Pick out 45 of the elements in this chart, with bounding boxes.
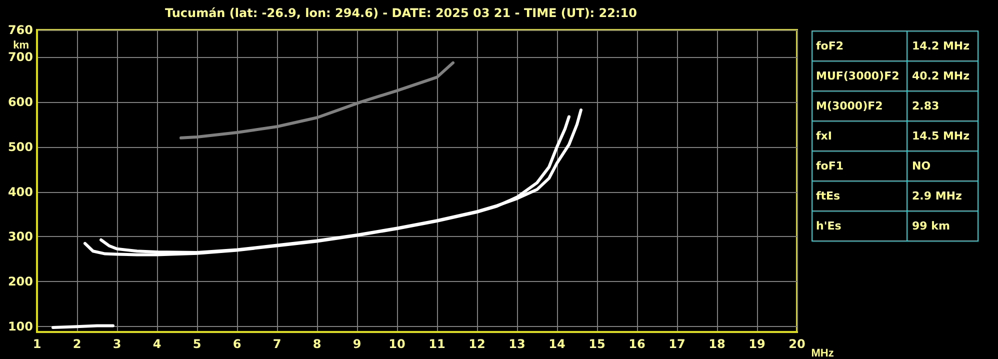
y-tick-label: 600 (8, 94, 33, 109)
y-tick-label: 500 (8, 140, 33, 154)
y-tick-label: 700 (8, 50, 33, 64)
x-tick-label: 11 (428, 337, 446, 351)
x-tick-label: 12 (468, 337, 486, 351)
x-tick-label: 20 (788, 337, 806, 351)
x-tick-label: 16 (628, 337, 646, 351)
text: 99 km (912, 220, 950, 232)
x-tick-label: 1 (32, 337, 42, 351)
x-tick-label: 7 (272, 337, 282, 351)
text: foF2 (816, 40, 844, 52)
y-axis-title: km (13, 40, 30, 52)
x-tick-label: 14 (548, 337, 566, 351)
text: 40.2 MHz (912, 70, 970, 82)
text: 2.83 (912, 100, 940, 112)
text: MUF(3000)F2 (816, 70, 900, 82)
x-tick-label: 13 (508, 337, 526, 351)
text: 14.2 MHz (912, 40, 970, 52)
x-tick-label: 5 (192, 337, 202, 351)
x-tick-label: 8 (312, 337, 322, 351)
text: NO (912, 160, 931, 172)
y-tick-label: 760 (8, 23, 33, 37)
x-tick-label: 18 (708, 337, 726, 351)
x-tick-label: 17 (668, 337, 686, 351)
text: fxI (816, 130, 832, 142)
text: ftEs (816, 190, 841, 202)
y-tick-label: 200 (8, 274, 33, 289)
x-tick-label: 10 (388, 337, 406, 351)
x-tick-label: 3 (112, 337, 122, 351)
text: h'Es (816, 220, 842, 232)
text: foF1 (816, 160, 844, 172)
x-tick-label: 6 (232, 337, 242, 351)
y-tick-label: 400 (8, 184, 33, 199)
text: M(3000)F2 (816, 100, 883, 112)
text: 14.5 MHz (912, 130, 970, 142)
x-tick-label: 9 (352, 337, 362, 351)
x-tick-label: 4 (152, 337, 162, 351)
x-axis-title: MHz (811, 348, 834, 359)
x-tick-label: 15 (588, 337, 606, 351)
text: 2.9 MHz (912, 190, 962, 202)
y-tick-label: 300 (8, 230, 33, 244)
x-tick-label: 2 (72, 337, 82, 351)
x-tick-label: 19 (748, 337, 766, 351)
y-tick-label: 100 (8, 320, 33, 334)
chart-title: Tucumán (lat: -26.9, lon: 294.6) - DATE: 2025 03 21 - TIME (UT): 22:10 (165, 6, 637, 20)
